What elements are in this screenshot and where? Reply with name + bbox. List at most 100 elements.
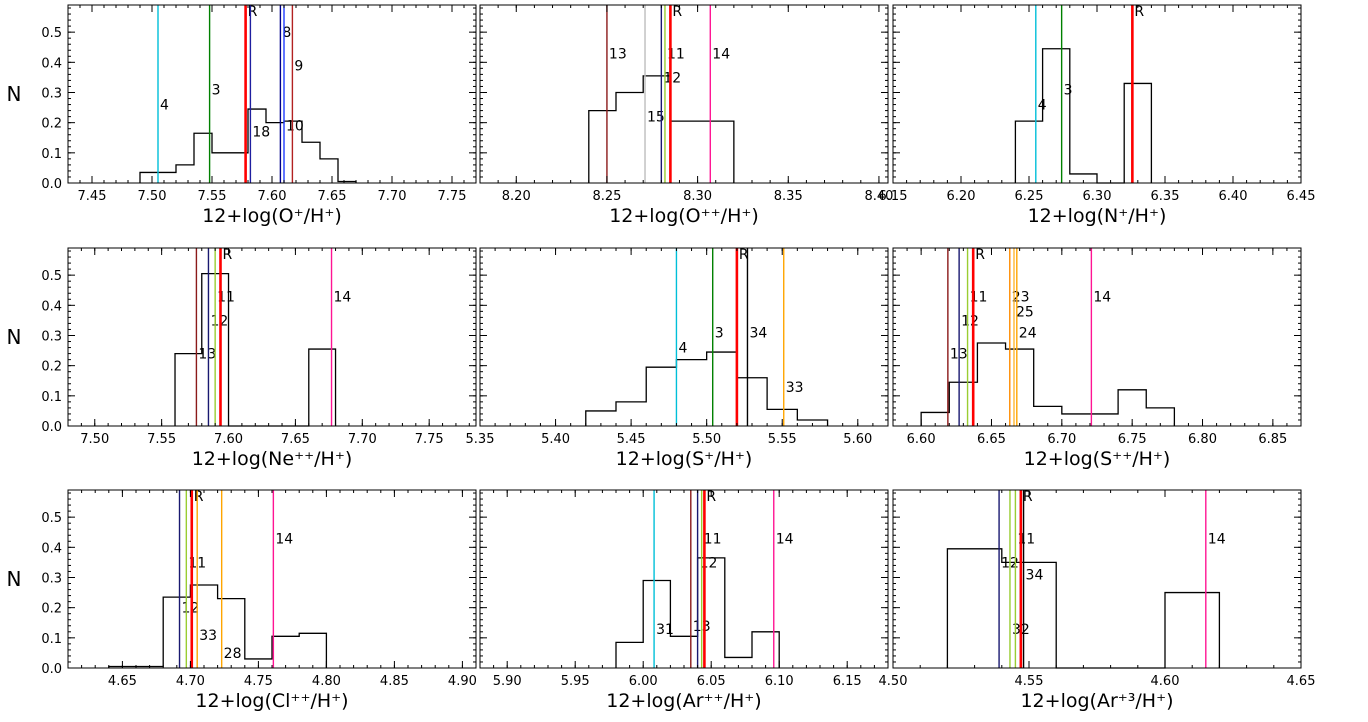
x-tick-label: 7.55 (198, 189, 227, 204)
y-tick-label: 0.4 (41, 56, 62, 71)
panel-3: 4 3 R 6.15 6.20 6.25 6.30 6.35 6.40 6.45 12+log(N⁺… (879, 4, 1316, 227)
x-tick-label: 4.85 (380, 674, 409, 689)
reference-label-14: 14 (1208, 531, 1226, 547)
x-tick-label: 7.75 (438, 189, 467, 204)
x-tick-label: 5.55 (768, 432, 797, 447)
reference-label-34: 34 (749, 325, 767, 341)
x-tick-label: 5.40 (541, 432, 570, 447)
x-tick-label: 6.60 (907, 432, 936, 447)
y-axis-label: N (7, 82, 22, 106)
x-tick-label: 7.60 (214, 432, 243, 447)
histogram-outline (139, 108, 357, 183)
y-tick-label: 0.1 (41, 390, 62, 405)
x-axis-label: 12+log(Ar⁺⁺/H⁺) (606, 690, 761, 712)
reference-label-28: 28 (224, 646, 242, 662)
x-tick-label: 8.35 (774, 189, 803, 204)
reference-label-14: 14 (275, 531, 293, 547)
x-tick-label: 4.80 (312, 674, 341, 689)
x-tick-label: 6.80 (1188, 432, 1217, 447)
reference-label-14: 14 (334, 289, 352, 305)
x-axis-label: 12+log(Ar⁺³/H⁺) (1020, 690, 1173, 712)
y-tick-label: 0.0 (41, 662, 62, 677)
panel-1: 4 3 R 18 8 10 9 7.45 7.50 7.55 7.60 7.65 7.70 7.75 0.0… (7, 4, 477, 227)
x-tick-label: 6.85 (1258, 432, 1287, 447)
x-tick-label: 5.35 (466, 432, 495, 447)
reference-label-14: 14 (712, 46, 730, 62)
x-tick-label: 6.30 (1083, 189, 1112, 204)
x-tick-label: 7.55 (147, 432, 176, 447)
reference-label-8: 8 (282, 25, 291, 41)
x-tick-label: 8.20 (502, 189, 531, 204)
reference-label-R: R (248, 4, 258, 20)
y-tick-label: 0.2 (41, 117, 62, 132)
reference-label-R: R (672, 4, 682, 20)
x-axis-label: 12+log(Cl⁺⁺/H⁺) (195, 690, 348, 712)
reference-label-34: 34 (1026, 567, 1044, 583)
x-tick-label: 7.65 (281, 432, 310, 447)
x-tick-label: 6.65 (977, 432, 1006, 447)
reference-label-3: 3 (212, 82, 221, 98)
reference-label-R: R (1023, 489, 1033, 505)
x-tick-label: 4.55 (1015, 674, 1044, 689)
x-tick-label: 7.45 (78, 189, 107, 204)
x-tick-label: 4.70 (176, 674, 205, 689)
reference-label-9: 9 (294, 58, 303, 74)
reference-label-R: R (739, 247, 749, 263)
x-tick-label: 6.20 (947, 189, 976, 204)
plot-frame (67, 4, 477, 184)
y-tick-label: 0.3 (41, 571, 62, 586)
histogram-outline (1014, 48, 1153, 184)
histogram-outline (585, 351, 829, 426)
reference-label-4: 4 (160, 98, 169, 114)
x-tick-label: 7.50 (138, 189, 167, 204)
panel-4: 131211R147.507.557.607.657.707.750.00.10… (7, 247, 477, 470)
x-tick-label: 7.75 (415, 432, 444, 447)
plot-frame (892, 4, 1302, 184)
plot-frame (892, 489, 1302, 669)
x-axis-label: 12+log(O⁺⁺/H⁺) (609, 205, 759, 227)
reference-label-3: 3 (1064, 82, 1073, 98)
x-tick-label: 5.50 (692, 432, 721, 447)
reference-label-14: 14 (1093, 289, 1111, 305)
y-tick-label: 0.1 (41, 632, 62, 647)
panel-5: 4 3 R 34 33 5.35 5.40 5.45 5.50 5.55 5.60 12+log(S⁺… (466, 247, 889, 470)
y-axis-label: N (7, 325, 22, 349)
x-tick-label: 6.10 (765, 674, 794, 689)
x-tick-label: 6.00 (629, 674, 658, 689)
plot-frame (479, 247, 889, 427)
y-tick-label: 0.3 (41, 329, 62, 344)
plot-frame (479, 489, 889, 669)
reference-label-14: 14 (776, 531, 794, 547)
reference-label-10: 10 (286, 119, 304, 135)
plot-frame (67, 247, 477, 427)
reference-label-R: R (1134, 4, 1144, 20)
reference-label-3: 3 (715, 325, 724, 341)
x-tick-label: 5.95 (561, 674, 590, 689)
reference-label-18: 18 (252, 125, 270, 141)
x-tick-label: 4.50 (879, 674, 908, 689)
x-tick-label: 7.70 (378, 189, 407, 204)
reference-label-33: 33 (199, 628, 217, 644)
reference-label-13: 13 (198, 347, 216, 363)
panel-6: 131211R232524146.606.656.706.756.806.851… (892, 247, 1302, 470)
plot-frame (892, 247, 1302, 427)
reference-label-11: 11 (704, 531, 722, 547)
x-tick-label: 6.40 (1219, 189, 1248, 204)
x-tick-label: 5.45 (617, 432, 646, 447)
x-tick-label: 7.65 (318, 189, 347, 204)
x-axis-label: 12+log(O⁺/H⁺) (202, 205, 342, 227)
reference-label-R: R (194, 489, 204, 505)
reference-label-24: 24 (1019, 325, 1037, 341)
x-tick-label: 6.45 (1287, 189, 1316, 204)
reference-label-15: 15 (647, 110, 665, 126)
x-axis-label: 12+log(N⁺/H⁺) (1028, 205, 1167, 227)
plot-frame (479, 4, 889, 184)
x-axis-label: 12+log(S⁺⁺/H⁺) (1024, 448, 1171, 470)
x-tick-label: 5.60 (843, 432, 872, 447)
x-tick-label: 8.25 (592, 189, 621, 204)
x-tick-label: 8.30 (683, 189, 712, 204)
x-tick-label: 8.40 (864, 189, 893, 204)
y-tick-label: 0.5 (41, 269, 62, 284)
